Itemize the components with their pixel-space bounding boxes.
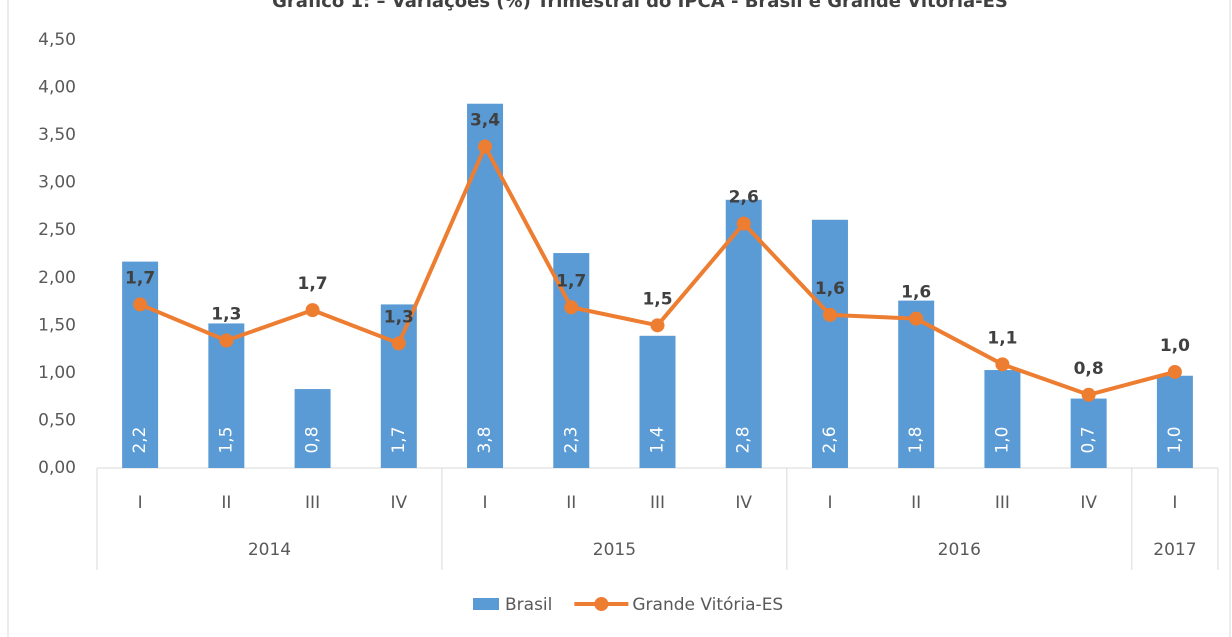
x-tick-label: I [827,493,832,513]
x-tick-label: III [995,493,1010,513]
y-tick-label: 2,00 [38,268,76,288]
y-tick-label: 0,00 [38,458,76,478]
bar [380,304,417,468]
bar [467,103,504,469]
y-tick-label: 3,00 [38,173,76,193]
legend-swatch [473,598,499,610]
chart-frame [7,0,1231,637]
group-label: 2016 [938,540,981,560]
point-value-label: 1,1 [987,328,1017,348]
chart-title: Gráfico 1: – Variações (%) Trimestral do… [272,0,1008,12]
bar-value-label: 0,7 [1079,426,1099,453]
point-value-label: 1,6 [901,283,931,303]
bar [984,370,1021,468]
group-label: 2015 [593,540,636,560]
bar-value-label: 1,4 [648,426,668,453]
x-tick-label: I [483,493,488,513]
y-tick-label: 3,50 [38,125,76,145]
y-tick-label: 1,50 [38,315,76,335]
x-tick-label: II [911,493,921,513]
x-tick-label: III [650,493,665,513]
point-value-label: 1,7 [298,274,328,294]
bar-value-label: 2,3 [561,426,581,453]
bar-value-label: 1,7 [389,426,409,453]
bar-value-label: 1,8 [906,426,926,453]
x-tick-label: IV [735,493,752,513]
line-point [1167,364,1182,379]
y-tick-label: 4,50 [38,30,76,50]
x-tick-label: I [1172,493,1177,513]
line-point [736,216,751,231]
bar-value-label: 2,6 [820,426,840,453]
bar-value-label: 1,0 [992,426,1012,453]
line-point [1081,387,1096,402]
line-point [822,307,837,322]
point-value-label: 1,0 [1160,336,1190,356]
x-tick-label: II [221,493,231,513]
x-tick-label: III [305,493,320,513]
point-value-label: 1,5 [642,289,672,309]
x-tick-label: IV [1080,493,1097,513]
x-tick-label: II [566,493,576,513]
point-value-label: 1,3 [211,305,241,325]
point-value-label: 3,4 [470,111,500,131]
line-point [391,336,406,351]
bar-value-label: 1,5 [216,426,236,453]
line-point [478,139,493,154]
bar [725,199,762,468]
line-point [995,357,1010,372]
line-point [909,311,924,326]
line-point [219,333,234,348]
y-tick-label: 4,00 [38,78,76,98]
group-label: 2014 [248,540,291,560]
bar [1070,398,1107,468]
point-value-label: 2,6 [729,188,759,208]
x-tick-label: I [138,493,143,513]
bar [811,219,848,468]
legend-label: Brasil [505,595,552,615]
bar [898,300,935,468]
line-point [650,318,665,333]
point-value-label: 1,3 [384,307,414,327]
y-tick-label: 2,50 [38,220,76,240]
group-label: 2017 [1153,540,1196,560]
y-tick-label: 1,00 [38,363,76,383]
bar [639,335,676,468]
legend-swatch [594,597,609,611]
bar-value-label: 2,8 [734,426,754,453]
point-value-label: 1,6 [815,279,845,299]
point-value-label: 1,7 [556,271,586,291]
bar [1156,375,1193,468]
point-value-label: 1,7 [125,268,155,288]
line-point [133,297,148,312]
legend-label: Grande Vitória-ES [632,595,783,615]
y-tick-label: 0,50 [38,410,76,430]
bar-value-label: 3,8 [475,426,495,453]
line-point [305,303,320,318]
bar-value-label: 0,8 [303,426,323,453]
x-tick-label: IV [390,493,407,513]
bar-value-label: 1,0 [1165,426,1185,453]
bar [122,261,159,468]
bar-value-label: 2,2 [130,426,150,453]
bar [294,389,331,468]
point-value-label: 0,8 [1074,359,1104,379]
line-point [564,300,579,315]
